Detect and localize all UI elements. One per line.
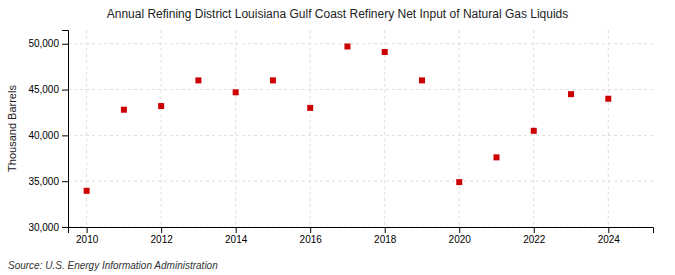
tick-label: 2020 xyxy=(449,234,472,245)
tick-label: 2010 xyxy=(76,234,99,245)
points xyxy=(84,43,612,193)
x-tick: 2018 xyxy=(374,227,397,245)
tick-mark xyxy=(608,227,609,233)
x-axis: 2010 2012 2014 2016 2018 2020 2022 2024 xyxy=(69,227,654,245)
tick-mark xyxy=(87,227,88,233)
point xyxy=(270,77,276,83)
tick-mark xyxy=(236,227,237,233)
tick-label: 2012 xyxy=(151,234,174,245)
tick-mark xyxy=(62,44,68,45)
tick-label: 30,000 xyxy=(28,222,59,233)
point xyxy=(382,49,388,55)
x-tick: 2020 xyxy=(449,227,472,245)
tick-mark xyxy=(310,227,311,233)
grid-line xyxy=(608,30,609,227)
y-tick: 45,000 xyxy=(28,84,68,95)
tick-mark xyxy=(62,135,68,136)
title: Annual Refining District Louisiana Gulf … xyxy=(107,7,569,21)
tick-label: 2016 xyxy=(300,234,323,245)
point xyxy=(605,96,611,102)
tick-label: 35,000 xyxy=(28,176,59,187)
x-tick: 2022 xyxy=(523,227,546,245)
y-tick: 40,000 xyxy=(28,130,68,141)
tick-label: 45,000 xyxy=(28,84,59,95)
x-tick: 2014 xyxy=(225,227,248,245)
tick-mark xyxy=(459,227,460,233)
y-axis: 30,000 35,000 40,000 45,000 50,000 xyxy=(28,31,68,233)
y-tick: 50,000 xyxy=(28,38,68,49)
x-tick: 2016 xyxy=(300,227,323,245)
plot-area: 2010 2012 2014 2016 2018 2020 2022 2024 30,000 35… xyxy=(28,30,653,245)
axis-line xyxy=(62,31,69,228)
axis-line xyxy=(69,228,654,234)
grid-line xyxy=(68,181,653,182)
grid-line xyxy=(310,30,311,227)
point xyxy=(84,188,90,194)
tick-mark xyxy=(161,227,162,233)
grid xyxy=(68,30,653,227)
tick-label: 2018 xyxy=(374,234,397,245)
tick-mark xyxy=(62,181,68,182)
point xyxy=(158,103,164,109)
point xyxy=(456,179,462,185)
tick-label: 50,000 xyxy=(28,38,59,49)
tick-mark xyxy=(62,90,68,91)
tick-label: 2014 xyxy=(225,234,248,245)
chart: 2010 2012 2014 2016 2018 2020 2022 2024 30,000 35… xyxy=(0,0,675,275)
grid-line xyxy=(86,30,87,227)
tick-label: 2022 xyxy=(523,234,546,245)
tick-mark xyxy=(534,227,535,233)
point xyxy=(494,154,500,160)
point xyxy=(344,43,350,49)
point xyxy=(307,105,313,111)
y-axis-title: Thousand Barrels xyxy=(6,85,18,172)
grid-line xyxy=(161,30,162,227)
tick-mark xyxy=(385,227,386,233)
tick-mark xyxy=(62,227,68,228)
x-tick: 2012 xyxy=(151,227,174,245)
y-tick: 35,000 xyxy=(28,176,68,187)
grid-line xyxy=(235,30,236,227)
grid-line xyxy=(68,43,653,44)
point xyxy=(568,91,574,97)
x-tick: 2010 xyxy=(76,227,99,245)
y-tick: 30,000 xyxy=(28,222,68,233)
point xyxy=(121,107,127,113)
tick-label: 2024 xyxy=(598,234,621,245)
point xyxy=(233,89,239,95)
grid-line xyxy=(68,89,653,90)
point xyxy=(531,128,537,134)
point xyxy=(419,77,425,83)
grid-line xyxy=(459,30,460,227)
x-tick: 2024 xyxy=(598,227,621,245)
point xyxy=(195,77,201,83)
tick-label: 40,000 xyxy=(28,130,59,141)
annotation: Source: U.S. Energy Information Administ… xyxy=(8,260,218,271)
grid-line xyxy=(68,135,653,136)
grid-line xyxy=(384,30,385,227)
